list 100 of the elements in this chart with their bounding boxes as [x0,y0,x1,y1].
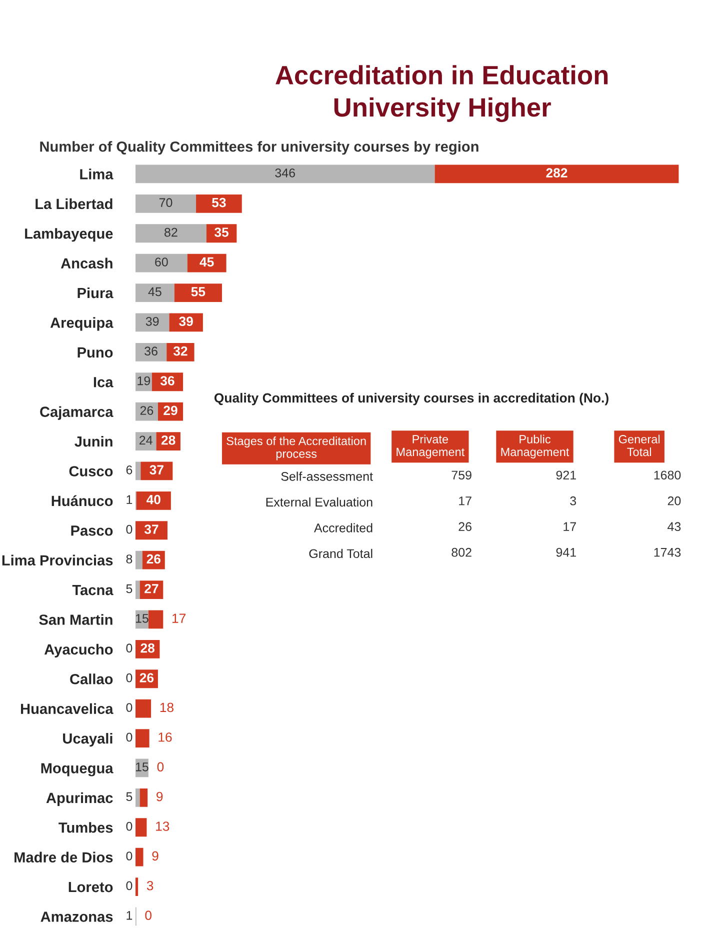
data-label: 29 [164,406,178,416]
bar [135,550,142,570]
data-label: 26 [140,673,154,682]
y-tick-label: Tumbes [58,822,113,833]
y-tick-label: Puno [78,347,113,358]
data-label: 0 [126,822,132,831]
data-label: 346 [275,168,295,178]
data-label: 70 [159,198,172,208]
bar [135,224,206,243]
data-label: 18 [160,702,174,712]
data-label: 759 [452,470,472,480]
bar [135,284,174,302]
bar [136,491,171,510]
data-label: 0 [157,762,164,772]
bar [187,254,226,272]
chart-subtitle: Number of Quality Committees for university courses by region [40,141,478,155]
y-tick-label: Accredited [314,523,372,532]
data-label: 282 [546,168,568,178]
data-label: 19 [138,376,150,386]
data-label: 1 [126,495,132,504]
bar [174,284,222,302]
data-label: 39 [146,316,159,326]
bar [135,313,170,332]
data-label: 0 [126,673,132,682]
bar [434,164,679,184]
bar [135,462,141,480]
y-tick-label: Cusco [69,466,113,476]
y-tick-label: External Evaluation [266,497,372,507]
y-tick-label: Lima Provincias [2,554,113,566]
bar [135,521,168,540]
data-label: 60 [155,258,168,266]
data-label: 15 [136,614,148,623]
data-label: 20 [668,496,681,506]
y-tick-label: Pasco [71,526,113,536]
bar [135,818,147,837]
y-tick-label: Huánuco [52,495,113,506]
data-label: 55 [191,287,206,296]
data-label: 26 [146,554,160,564]
data-label: 1743 [654,548,681,557]
x-tick-label: Public Management [501,434,570,458]
x-tick-label: Private Management [396,434,465,458]
y-tick-label: Amazonas [40,912,113,922]
bar [135,580,140,599]
bar [135,878,138,896]
data-label: 36 [144,346,158,356]
bar [135,729,150,748]
y-tick-label: Huancavelica [21,703,114,714]
data-label: 26 [140,406,154,415]
data-label: 45 [200,257,214,267]
bar [135,342,167,362]
data-label: 802 [452,548,472,557]
data-label: 0 [126,732,132,742]
y-tick-label: La Libertad [36,198,112,210]
bar [140,788,148,807]
data-label: 0 [126,644,132,653]
data-label: 0 [126,703,132,712]
y-tick-label: Lima [80,168,114,180]
data-label: 26 [458,522,472,532]
data-label: 28 [161,435,176,445]
y-tick-label: Apurimac [46,792,113,806]
bar [135,164,435,184]
y-tick-label: Lambayeque [25,228,113,242]
data-label: 6 [126,465,132,474]
data-label: 24 [140,436,152,444]
y-tick-label: Ancash [60,258,112,268]
data-label: 37 [150,465,164,475]
data-label: 0 [145,910,152,920]
data-label: 36 [160,376,174,386]
data-label: 35 [214,228,229,237]
data-label: 8 [126,554,132,564]
data-label: 28 [140,643,155,653]
y-axis-title: Stages of the Accreditation process [226,436,366,460]
bar [135,402,158,421]
bar [135,699,152,718]
data-label: 17 [172,614,186,623]
data-label: 39 [179,316,193,326]
y-tick-label: Piura [78,287,114,298]
data-label: 3 [570,496,576,506]
x-tick-label: General Total [618,434,660,456]
data-label: 1 [126,911,132,920]
data-label: 0 [126,852,132,860]
data-label: 921 [556,470,576,480]
y-tick-label: Junin [74,436,112,447]
data-label: 17 [459,496,472,506]
data-label: 82 [164,228,178,237]
y-tick-label: Ayacucho [44,644,113,658]
data-label: 3 [146,880,154,890]
data-label: 37 [144,524,158,534]
data-label: 5 [126,792,132,802]
data-label: 43 [668,522,681,532]
y-tick-label: Madre de Dios [14,852,113,862]
data-label: 9 [152,851,158,861]
y-tick-label: Moquegua [41,763,114,776]
y-tick-label: Ica [94,377,114,388]
bar [196,194,242,213]
bar [135,254,188,272]
data-label: 17 [564,522,576,531]
bar [135,194,196,213]
data-label: 16 [158,732,172,742]
y-tick-label: Tacna [72,585,114,596]
